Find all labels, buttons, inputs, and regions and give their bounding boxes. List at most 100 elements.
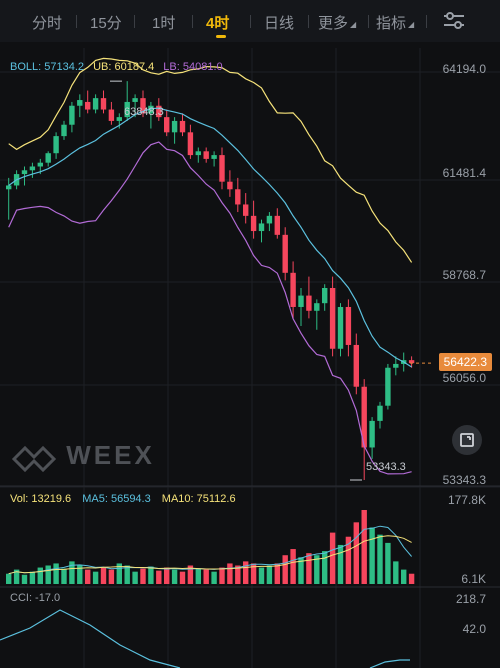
candle-body [92,98,99,110]
candle-body [345,306,352,345]
volume-bar [306,553,312,584]
volume-bar [29,571,36,584]
candle-body [377,405,383,421]
price-axis-label: 64194.0 [442,62,486,76]
volume-bar [92,571,99,584]
caret-down-icon: ◢ [350,20,357,29]
volume-bar [361,510,367,584]
price-axis-label: 56056.0 [442,371,486,385]
boll-upper-line [8,57,413,263]
candle-body [250,215,257,232]
cci-mid-label: 42.0 [462,622,486,636]
candle-body [100,98,107,110]
tab-more-label: 更多 [318,15,349,32]
volume-bar [227,563,233,584]
volume-bar [203,569,209,584]
ma5-value: MA5: 56594.3 [82,493,151,505]
tab-4h[interactable]: 4时 [206,15,230,32]
volume-max-label: 177.8K [447,493,486,507]
cci-top-label: 218.7 [455,592,486,606]
candle-body [361,386,367,448]
candle-body [235,189,241,205]
weex-logo-icon [12,446,56,472]
volume-bar [385,542,391,584]
price-axis-label: 58768.7 [442,268,486,282]
volume-bar [69,561,75,584]
candle-body [164,117,170,133]
watermark-text: WEEX [66,440,155,470]
candle-body [37,162,43,167]
tab-indicators[interactable]: 指标 ◢ [376,12,414,33]
active-tab-indicator [216,35,226,38]
candle-body [45,153,51,163]
tab-divider [134,15,135,28]
candle-body [282,234,288,273]
volume-bar [219,567,225,584]
tab-divider [192,15,193,28]
volume-bar [171,569,178,584]
volume-bar [132,571,138,584]
volume-legend: Vol: 13219.6 MA5: 56594.3 MA10: 75112.6 [10,493,236,505]
volume-bar [45,565,51,584]
candle-body [290,272,296,307]
volume-bar [140,568,146,584]
high-price-label: 63848.3 [124,106,164,118]
candle-body [329,287,336,349]
volume-bar [401,569,407,584]
volume-bar [116,563,122,584]
candle-body [266,215,273,224]
tab-divider [368,15,369,28]
volume-bar [6,573,12,584]
candle-body [53,136,59,154]
candle-body [298,295,304,307]
volume-bar [37,567,43,584]
tab-daily[interactable]: 日线 [264,15,295,32]
tab-more[interactable]: 更多 ◢ [318,12,356,33]
candle-body [156,105,162,118]
volume-bar [61,568,67,584]
sliders-icon[interactable] [443,12,465,30]
boll-ub-value: UB: 60187.4 [93,61,155,73]
volume-bar [179,571,186,584]
volume-bar [85,569,91,584]
tab-divider [250,15,251,28]
volume-bar [337,544,344,584]
candle-body [227,181,233,190]
tab-timeshare[interactable]: 分时 [32,15,63,32]
tab-divider [308,15,309,28]
candle-body [195,151,201,156]
candle-body [108,109,115,121]
volume-bar [377,534,383,584]
ma10-value: MA10: 75112.6 [161,493,236,505]
tab-indicators-label: 指标 [376,15,407,32]
volume-bar [124,565,130,584]
candle-body [243,204,249,216]
candle-body [211,155,217,159]
current-price-tag: 56422.3 [438,353,492,371]
fullscreen-button[interactable] [452,425,482,455]
candle-body [124,101,130,118]
caret-down-icon: ◢ [408,20,415,29]
volume-bar [195,568,201,584]
candle-body [306,295,312,311]
volume-bar [408,573,415,584]
volume-bar [274,563,280,584]
volume-bar [258,567,265,584]
tab-15m[interactable]: 15分 [90,15,122,32]
volume-bar [148,566,154,584]
candle-body [132,98,138,102]
candle-body [116,117,122,121]
volume-bar [345,536,352,584]
cci-line [0,609,181,668]
volume-ma10-line [8,535,412,575]
boll-mid-value: BOLL: 57134.2 [10,61,85,73]
tab-1h[interactable]: 1时 [152,15,176,32]
boll-legend: BOLL: 57134.2 UB: 60187.4 LB: 54081.0 [10,61,223,73]
candle-body [179,120,186,133]
candle-body [203,151,209,159]
volume-bar [187,565,194,584]
volume-bar [156,570,162,584]
volume-bar [108,569,115,584]
volume-ma5-line [8,525,412,575]
